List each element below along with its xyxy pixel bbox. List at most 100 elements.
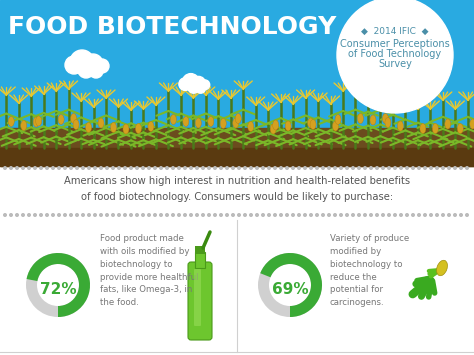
Circle shape xyxy=(82,167,84,169)
Circle shape xyxy=(465,167,468,169)
Ellipse shape xyxy=(308,118,314,128)
Wedge shape xyxy=(260,253,322,317)
Bar xyxy=(195,252,205,268)
Circle shape xyxy=(214,167,216,169)
Circle shape xyxy=(352,214,354,216)
Text: ◆  2014 IFIC  ◆: ◆ 2014 IFIC ◆ xyxy=(361,27,429,36)
Circle shape xyxy=(412,167,414,169)
Circle shape xyxy=(394,167,396,169)
Circle shape xyxy=(436,214,438,216)
Circle shape xyxy=(442,214,444,216)
Wedge shape xyxy=(27,253,90,317)
Circle shape xyxy=(82,214,84,216)
Ellipse shape xyxy=(73,120,79,130)
Ellipse shape xyxy=(21,120,27,131)
FancyArrowPatch shape xyxy=(428,281,431,297)
Circle shape xyxy=(16,214,18,216)
Circle shape xyxy=(160,167,162,169)
Circle shape xyxy=(100,167,102,169)
Circle shape xyxy=(208,214,210,216)
Circle shape xyxy=(70,167,73,169)
Circle shape xyxy=(298,167,301,169)
Ellipse shape xyxy=(248,121,254,131)
Circle shape xyxy=(460,214,462,216)
Circle shape xyxy=(89,64,103,78)
Circle shape xyxy=(52,214,55,216)
Circle shape xyxy=(106,167,108,169)
Ellipse shape xyxy=(148,121,154,131)
FancyArrowPatch shape xyxy=(431,272,438,277)
Circle shape xyxy=(418,214,420,216)
Ellipse shape xyxy=(233,118,239,128)
Circle shape xyxy=(202,214,204,216)
Wedge shape xyxy=(258,253,322,317)
Circle shape xyxy=(166,167,168,169)
Ellipse shape xyxy=(310,120,316,130)
Bar xyxy=(0,148,474,166)
Text: Variety of produce
modified by
biotechnology to
reduce the
potential for
carcino: Variety of produce modified by biotechno… xyxy=(330,234,409,307)
Circle shape xyxy=(406,167,408,169)
Circle shape xyxy=(95,59,109,73)
Circle shape xyxy=(346,167,348,169)
Circle shape xyxy=(394,214,396,216)
Ellipse shape xyxy=(195,118,201,128)
Circle shape xyxy=(376,167,378,169)
Circle shape xyxy=(148,167,150,169)
Circle shape xyxy=(112,167,114,169)
Ellipse shape xyxy=(208,116,214,126)
FancyArrowPatch shape xyxy=(421,280,430,296)
Circle shape xyxy=(273,214,276,216)
Circle shape xyxy=(292,167,294,169)
Circle shape xyxy=(232,167,234,169)
Circle shape xyxy=(346,214,348,216)
Ellipse shape xyxy=(383,114,389,124)
FancyArrowPatch shape xyxy=(417,278,429,281)
Ellipse shape xyxy=(170,115,176,125)
Circle shape xyxy=(400,214,402,216)
Circle shape xyxy=(298,214,301,216)
Ellipse shape xyxy=(98,118,104,128)
Ellipse shape xyxy=(8,116,14,126)
Ellipse shape xyxy=(285,121,291,131)
Circle shape xyxy=(334,214,336,216)
Circle shape xyxy=(244,167,246,169)
Circle shape xyxy=(273,167,276,169)
Circle shape xyxy=(316,167,319,169)
Circle shape xyxy=(190,167,192,169)
Circle shape xyxy=(118,214,120,216)
Circle shape xyxy=(34,214,36,216)
Circle shape xyxy=(202,167,204,169)
Circle shape xyxy=(358,167,360,169)
Circle shape xyxy=(322,167,324,169)
Ellipse shape xyxy=(183,116,189,126)
Circle shape xyxy=(178,214,180,216)
Circle shape xyxy=(4,214,6,216)
Circle shape xyxy=(328,167,330,169)
Circle shape xyxy=(76,167,78,169)
Circle shape xyxy=(370,214,372,216)
Ellipse shape xyxy=(335,115,341,125)
Circle shape xyxy=(286,214,288,216)
Circle shape xyxy=(78,62,94,78)
Circle shape xyxy=(182,73,199,91)
Circle shape xyxy=(154,167,156,169)
FancyBboxPatch shape xyxy=(194,269,201,326)
Circle shape xyxy=(4,167,6,169)
Ellipse shape xyxy=(235,114,241,124)
Circle shape xyxy=(40,167,42,169)
Circle shape xyxy=(244,214,246,216)
Circle shape xyxy=(208,167,210,169)
Ellipse shape xyxy=(457,124,463,133)
Circle shape xyxy=(64,167,66,169)
Circle shape xyxy=(436,167,438,169)
Circle shape xyxy=(340,214,342,216)
Circle shape xyxy=(334,167,336,169)
Circle shape xyxy=(94,167,96,169)
Circle shape xyxy=(226,167,228,169)
Ellipse shape xyxy=(420,124,426,133)
Circle shape xyxy=(316,214,319,216)
Circle shape xyxy=(196,167,198,169)
Circle shape xyxy=(88,214,91,216)
Circle shape xyxy=(196,83,206,93)
Circle shape xyxy=(250,167,252,169)
